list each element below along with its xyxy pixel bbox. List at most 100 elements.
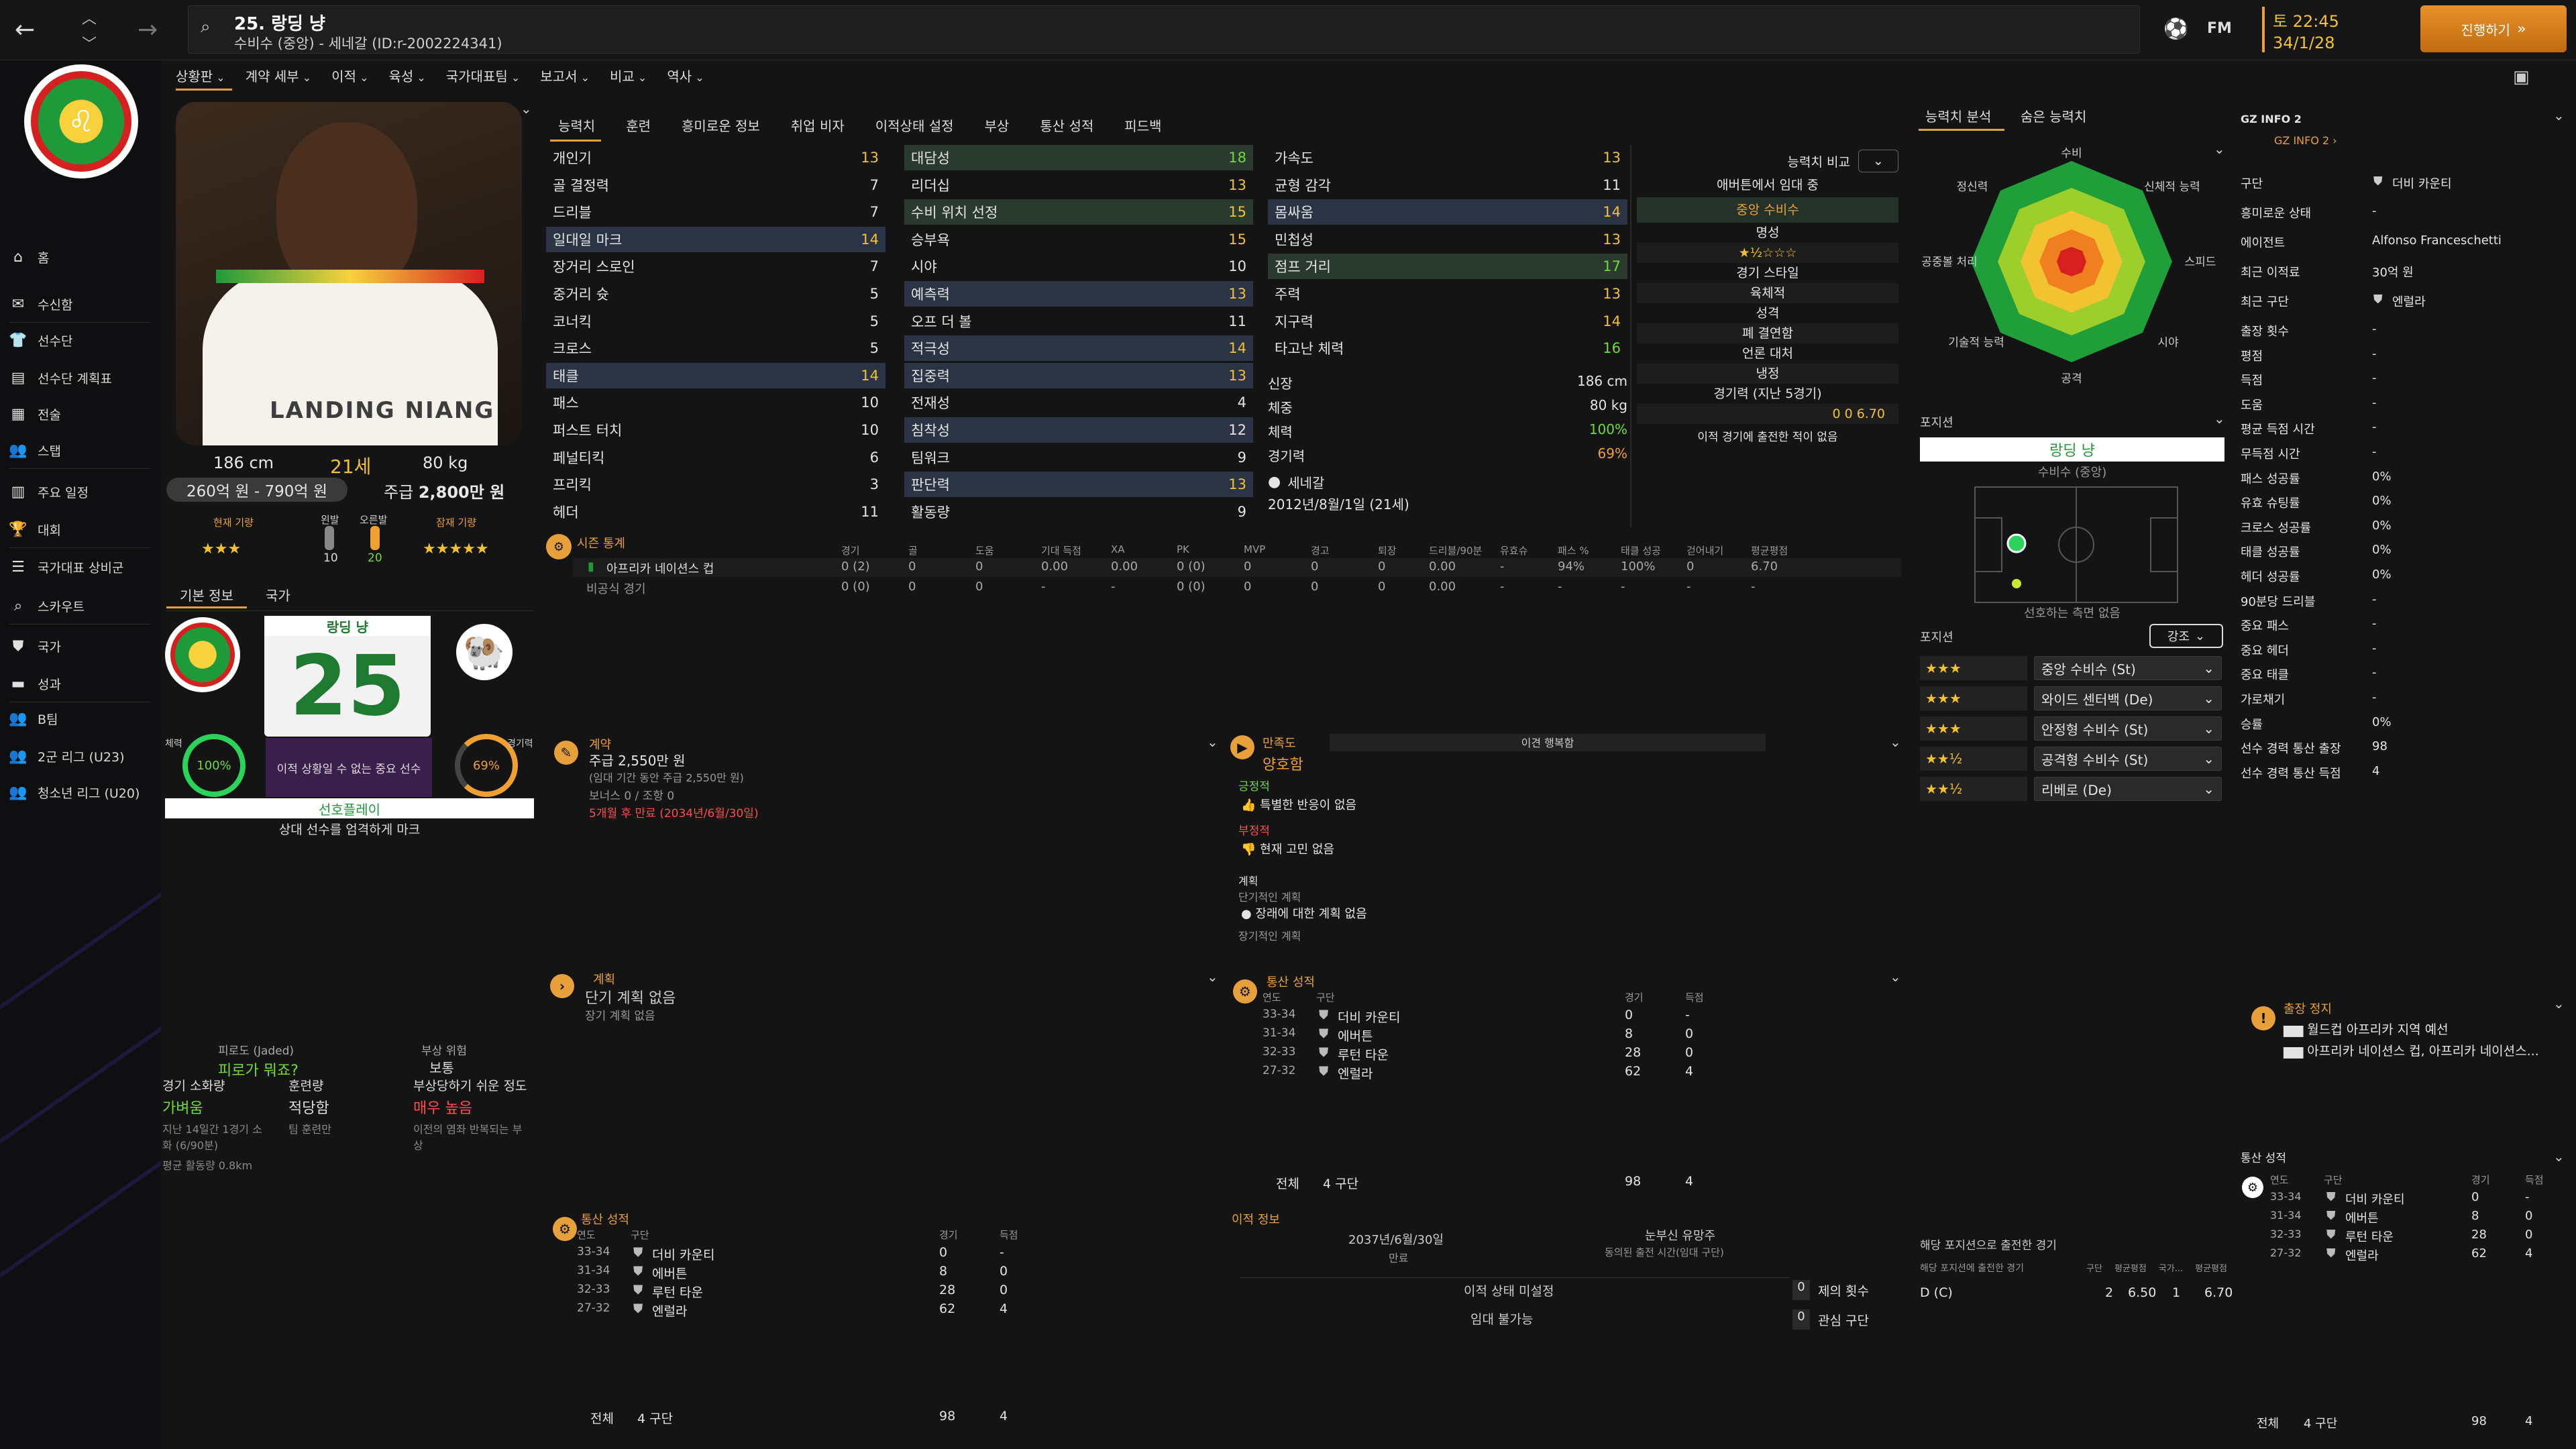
attribute-row[interactable]: 승부욕 15 — [904, 227, 1253, 252]
attribute-row[interactable]: 장거리 스로인 7 — [546, 254, 885, 279]
nav-item-13[interactable]: 👥 2군 리그 (U23) — [9, 747, 124, 765]
nav-item-6[interactable]: ▥ 주요 일정 — [9, 483, 89, 501]
role-dropdown[interactable]: 중앙 수비수 (St) ⌄ — [2034, 656, 2222, 680]
career-club[interactable]: 더비 카운티 — [1338, 1010, 1401, 1025]
attribute-row[interactable]: 크로스 5 — [546, 335, 885, 361]
attr-tab-5[interactable]: 부상 — [984, 118, 1010, 134]
satisfaction-collapse-icon[interactable]: ⌄ — [1890, 734, 1901, 750]
attribute-row[interactable]: 패스 10 — [546, 390, 885, 415]
attribute-row[interactable]: 코너킥 5 — [546, 309, 885, 334]
attr-tab-4[interactable]: 이적상태 설정 — [875, 118, 954, 134]
plans-collapse-icon[interactable]: ⌄ — [1207, 969, 1218, 985]
nav-item-8[interactable]: ☰ 국가대표 상비군 — [9, 558, 123, 576]
career-row[interactable]: 27-32 ⛊ 엔럴라 62 4 — [577, 1301, 1046, 1320]
career-club[interactable]: 엔럴라 — [2345, 1249, 2379, 1263]
career-club[interactable]: 에버튼 — [652, 1267, 688, 1281]
tab-hidden-attr[interactable]: 숨은 능력치 — [2021, 109, 2087, 125]
nav-item-3[interactable]: ▤ 선수단 계획표 — [9, 369, 112, 387]
attribute-row[interactable]: 적극성 14 — [904, 335, 1253, 362]
position-collapse-icon[interactable]: ⌄ — [2214, 411, 2225, 427]
nav-item-12[interactable]: 👥 B팀 — [9, 710, 58, 728]
role-row[interactable]: ★★★ 와이드 센터백 (De) ⌄ — [1920, 685, 2222, 712]
career-row[interactable]: 31-34 ⛊ 에버튼 8 0 — [2270, 1209, 2559, 1228]
search-bar[interactable]: ⌕ 25. 랑딩 냥 수비수 (중앙) - 세네갈 (ID:r-20022243… — [188, 5, 2140, 54]
role-dropdown[interactable]: 공격형 수비수 (St) ⌄ — [2034, 747, 2222, 771]
role-dropdown[interactable]: 리베로 (De) ⌄ — [2034, 777, 2222, 801]
nav-item-2[interactable]: 👕 선수단 — [9, 331, 72, 350]
career-club[interactable]: 루턴 타운 — [1338, 1048, 1389, 1063]
attr-tab-1[interactable]: 훈련 — [626, 118, 651, 134]
attribute-row[interactable]: 팀워크 9 — [904, 445, 1253, 470]
nav-item-1[interactable]: ✉ 수신함 — [9, 295, 73, 313]
menu-item-3[interactable]: 육성 ⌄ — [388, 66, 425, 93]
attribute-row[interactable]: 헤더 11 — [546, 499, 885, 525]
gz-collapse-icon[interactable]: ⌄ — [2553, 107, 2565, 123]
nav-item-14[interactable]: 👥 청소년 리그 (U20) — [9, 784, 140, 802]
attribute-row[interactable]: 예측력 13 — [904, 281, 1253, 307]
attribute-row[interactable]: 균형 감각 11 — [1268, 172, 1627, 198]
attribute-row[interactable]: 시야 10 — [904, 254, 1253, 279]
attribute-row[interactable]: 프리킥 3 — [546, 472, 885, 497]
career-row[interactable]: 27-32 ⛊ 엔럴라 62 4 — [1263, 1064, 1705, 1083]
continue-button[interactable]: 진행하기 » — [2420, 5, 2567, 52]
attribute-row[interactable]: 수비 위치 선정 15 — [904, 199, 1253, 225]
ball-icon[interactable]: ⚽ — [2163, 17, 2189, 41]
attribute-row[interactable]: 중거리 슛 5 — [546, 281, 885, 307]
attr-tab-6[interactable]: 통산 성적 — [1040, 118, 1094, 134]
role-row[interactable]: ★★½ 리베로 (De) ⌄ — [1920, 775, 2222, 802]
attribute-row[interactable]: 점프 거리 17 — [1268, 254, 1627, 280]
attribute-row[interactable]: 페널티킥 6 — [546, 445, 885, 470]
nav-item-9[interactable]: ⌕ 스카우트 — [9, 597, 85, 615]
menu-item-4[interactable]: 국가대표팀 ⌄ — [446, 66, 521, 93]
attribute-row[interactable]: 타고난 체력 16 — [1268, 335, 1627, 361]
attribute-row[interactable]: 민첩성 13 — [1268, 227, 1627, 252]
attr-tab-0[interactable]: 능력치 — [558, 118, 596, 134]
attribute-row[interactable]: 몸싸움 14 — [1268, 199, 1627, 225]
tab-attr-analysis[interactable]: 능력치 분석 — [1925, 109, 1992, 125]
menu-item-6[interactable]: 비교 ⌄ — [610, 66, 647, 93]
career-row[interactable]: 32-33 ⛊ 루턴 타운 28 0 — [2270, 1228, 2559, 1246]
menu-item-5[interactable]: 보고서 ⌄ — [540, 66, 590, 93]
career-collapse-icon[interactable]: ⌄ — [1890, 969, 1901, 985]
attribute-row[interactable]: 가속도 13 — [1268, 145, 1627, 170]
menu-item-2[interactable]: 이적 ⌄ — [331, 66, 368, 93]
chevron-down-icon[interactable]: ﹀ — [82, 36, 97, 53]
collapse-icon[interactable]: ⌄ — [521, 101, 532, 117]
role-dropdown[interactable]: 안정형 수비수 (St) ⌄ — [2034, 716, 2222, 741]
tab-nation[interactable]: 국가 — [266, 588, 290, 604]
attribute-row[interactable]: 집중력 13 — [904, 362, 1253, 388]
career-row[interactable]: 33-34 ⛊ 더비 카운티 0 - — [1263, 1008, 1705, 1026]
career-row[interactable]: 32-33 ⛊ 루턴 타운 28 0 — [1263, 1045, 1705, 1064]
career-club[interactable]: 엔럴라 — [652, 1304, 688, 1319]
attribute-row[interactable]: 개인기 13 — [546, 145, 885, 170]
suspension-collapse-icon[interactable]: ⌄ — [2553, 996, 2565, 1012]
career-club[interactable]: 에버튼 — [2345, 1212, 2379, 1226]
attribute-row[interactable]: 드리블 7 — [546, 199, 885, 225]
career-row[interactable]: 27-32 ⛊ 엔럴라 62 4 — [2270, 1246, 2559, 1265]
attribute-row[interactable]: 일대일 마크 14 — [546, 226, 885, 252]
back-arrow-icon[interactable]: ← — [15, 16, 36, 44]
attr-tab-7[interactable]: 피드백 — [1124, 118, 1162, 134]
career-club[interactable]: 루턴 타운 — [652, 1285, 703, 1300]
attribute-row[interactable]: 주력 13 — [1268, 281, 1627, 307]
career-row[interactable]: 31-34 ⛊ 에버튼 8 0 — [1263, 1026, 1705, 1045]
career-club[interactable]: 엔럴라 — [1338, 1067, 1373, 1081]
role-dropdown[interactable]: 와이드 센터백 (De) ⌄ — [2034, 686, 2222, 710]
menu-item-0[interactable]: 상황판 ⌄ — [176, 66, 225, 93]
attribute-row[interactable]: 오프 더 볼 11 — [904, 309, 1253, 334]
menu-item-1[interactable]: 계약 세부 ⌄ — [246, 66, 311, 93]
nav-item-7[interactable]: 🏆 대회 — [9, 521, 61, 539]
attribute-row[interactable]: 골 결정력 7 — [546, 172, 885, 198]
nav-item-11[interactable]: ▬ 성과 — [9, 675, 61, 693]
forward-arrow-icon[interactable]: → — [138, 16, 158, 44]
contract-collapse-icon[interactable]: ⌄ — [1207, 734, 1218, 750]
season-row[interactable]: 비공식 경기 0 (0) 0 0 - - 0 (0) 0 0 0 0.00 - - - - - — [573, 578, 1901, 597]
tab-basic-info[interactable]: 기본 정보 — [180, 588, 233, 604]
attribute-row[interactable]: 판단력 13 — [904, 472, 1253, 498]
compare-dropdown[interactable]: ⌄ — [1858, 150, 1898, 172]
career-club[interactable]: 루턴 타운 — [2345, 1230, 2394, 1244]
career-club[interactable]: 더비 카운티 — [652, 1248, 715, 1263]
nav-item-5[interactable]: 👥 스탭 — [9, 441, 61, 460]
attr-tab-3[interactable]: 취업 비자 — [790, 118, 845, 134]
layout-icon[interactable]: ▣ — [2513, 67, 2530, 87]
